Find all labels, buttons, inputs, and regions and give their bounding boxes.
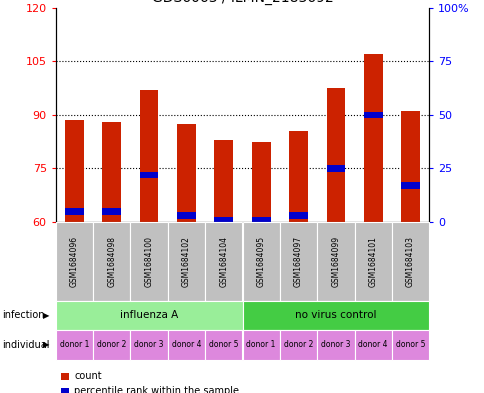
Text: influenza A: influenza A [120,310,178,320]
Bar [102,122,121,222]
Text: donor 5: donor 5 [395,340,424,349]
Bar [251,217,270,223]
Title: GDS6063 / ILMN_2183692: GDS6063 / ILMN_2183692 [151,0,333,6]
Bar [251,142,270,222]
Bar [288,212,307,219]
Bar [102,208,121,215]
Text: count: count [74,371,102,381]
Text: donor 5: donor 5 [209,340,238,349]
Bar [214,140,233,222]
Bar [400,182,419,189]
Text: GSM1684098: GSM1684098 [107,236,116,287]
Text: GSM1684103: GSM1684103 [405,236,414,287]
Bar [65,120,84,222]
Text: infection: infection [2,310,45,320]
Bar [288,131,307,222]
Bar [326,165,345,172]
Text: donor 2: donor 2 [283,340,313,349]
Bar [139,172,158,178]
Text: GSM1684102: GSM1684102 [182,236,191,287]
Bar [139,90,158,222]
Text: GSM1684097: GSM1684097 [293,236,302,287]
Bar [177,212,196,219]
Text: donor 2: donor 2 [97,340,126,349]
Bar [363,54,382,222]
Text: donor 4: donor 4 [171,340,201,349]
Bar [400,111,419,222]
Text: donor 3: donor 3 [134,340,164,349]
Text: GSM1684099: GSM1684099 [331,236,340,287]
Bar [177,124,196,222]
Bar [363,112,382,118]
Bar [214,217,233,223]
Text: ▶: ▶ [43,340,49,349]
Bar [65,208,84,215]
Text: donor 3: donor 3 [320,340,350,349]
Text: GSM1684101: GSM1684101 [368,236,377,287]
Text: GSM1684104: GSM1684104 [219,236,228,287]
Text: GSM1684096: GSM1684096 [70,236,79,287]
Text: no virus control: no virus control [294,310,376,320]
Text: donor 4: donor 4 [358,340,387,349]
Text: donor 1: donor 1 [60,340,89,349]
Text: percentile rank within the sample: percentile rank within the sample [74,386,239,393]
Text: GSM1684095: GSM1684095 [256,236,265,287]
Bar [326,88,345,222]
Text: donor 1: donor 1 [246,340,275,349]
Text: GSM1684100: GSM1684100 [144,236,153,287]
Text: individual: individual [2,340,50,350]
Text: ▶: ▶ [43,311,49,320]
